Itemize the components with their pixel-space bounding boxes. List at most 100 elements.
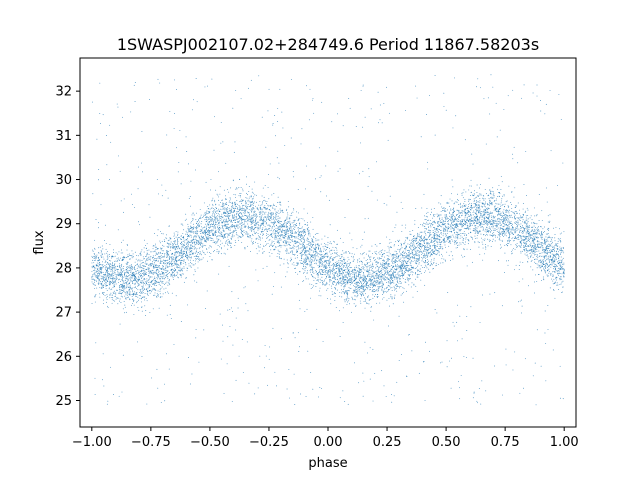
data-point (274, 208, 276, 210)
data-point (109, 282, 111, 284)
data-point (453, 241, 455, 243)
data-point (358, 265, 360, 267)
data-point (329, 279, 331, 281)
data-point (466, 248, 468, 250)
data-point (227, 234, 229, 236)
data-point (435, 238, 437, 240)
data-point (339, 263, 340, 265)
data-point (161, 282, 163, 284)
data-point (286, 226, 287, 228)
data-point (531, 237, 533, 239)
data-point (397, 267, 399, 269)
data-point (456, 237, 458, 239)
data-point (187, 304, 189, 306)
data-point (91, 277, 93, 279)
data-point (133, 271, 134, 273)
data-point (130, 280, 132, 282)
data-point (223, 208, 224, 210)
data-point (185, 233, 187, 235)
data-point (446, 230, 448, 231)
data-point (245, 183, 247, 185)
data-point (115, 298, 117, 300)
data-point (241, 339, 243, 340)
data-point (477, 226, 479, 228)
data-point (241, 221, 242, 223)
data-point (309, 245, 311, 247)
data-point (559, 246, 561, 248)
data-point (374, 280, 376, 282)
data-point (409, 264, 411, 266)
data-point (422, 257, 424, 259)
data-point (235, 188, 237, 190)
data-point (241, 234, 243, 236)
data-point (200, 259, 202, 261)
data-point (152, 287, 154, 289)
data-point (244, 221, 245, 223)
data-point (173, 232, 175, 234)
data-point (449, 224, 451, 226)
data-point (279, 88, 281, 90)
data-point (160, 402, 162, 403)
data-point (113, 290, 115, 292)
data-point (527, 246, 529, 248)
data-point (232, 205, 234, 207)
data-point (557, 184, 558, 186)
data-point (465, 237, 467, 239)
data-point (123, 198, 125, 200)
data-point (555, 278, 557, 280)
data-point (272, 226, 274, 227)
data-point (435, 229, 437, 231)
data-point (190, 234, 192, 236)
data-point (157, 294, 158, 296)
data-point (331, 287, 333, 289)
data-point (190, 254, 192, 256)
data-point (446, 240, 448, 242)
data-point (240, 219, 242, 221)
data-point (205, 217, 207, 219)
data-point (249, 218, 251, 220)
data-point (140, 273, 142, 275)
data-point (531, 240, 533, 242)
data-point (303, 261, 305, 263)
data-point (425, 265, 427, 267)
data-point (338, 264, 340, 266)
data-point (491, 212, 493, 214)
data-point (298, 228, 300, 229)
data-point (503, 225, 505, 227)
data-point (155, 295, 157, 297)
data-point (395, 276, 397, 278)
data-point (236, 224, 238, 226)
data-point (425, 260, 427, 261)
data-point (261, 237, 263, 239)
data-point (396, 260, 398, 262)
data-point (377, 261, 379, 263)
data-point (217, 240, 219, 242)
data-point (482, 243, 484, 245)
data-point (278, 238, 280, 240)
data-point (438, 214, 440, 216)
data-point (398, 360, 400, 362)
data-point (501, 219, 502, 221)
data-point (190, 230, 192, 232)
data-point (261, 202, 263, 204)
data-point (515, 244, 517, 246)
data-point (547, 233, 549, 235)
data-point (132, 298, 134, 300)
data-point (459, 315, 461, 317)
data-point (483, 216, 485, 218)
data-point (92, 250, 94, 252)
data-point (358, 290, 360, 292)
data-point (466, 315, 468, 317)
data-point (235, 379, 237, 381)
data-point (421, 207, 423, 209)
data-point (357, 284, 359, 286)
data-point (289, 227, 291, 229)
data-point (411, 249, 413, 251)
data-point (273, 193, 275, 194)
data-point (493, 222, 495, 224)
data-point (108, 278, 110, 280)
data-point (239, 192, 241, 194)
data-point (109, 297, 111, 299)
data-point (308, 232, 310, 233)
data-point (531, 251, 533, 253)
